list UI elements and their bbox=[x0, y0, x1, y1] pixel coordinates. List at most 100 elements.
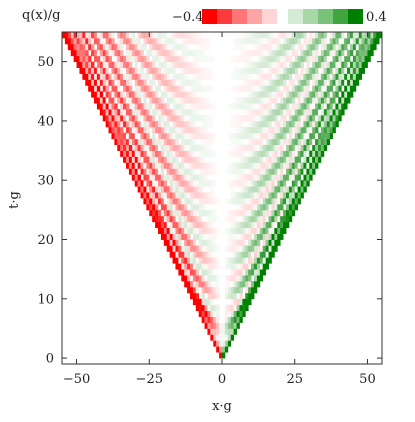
heatmap-cell bbox=[262, 233, 267, 240]
heatmap-cell bbox=[297, 126, 301, 134]
heatmap-cell bbox=[312, 156, 316, 163]
heatmap-cell bbox=[239, 304, 243, 312]
heatmap-cell bbox=[181, 91, 185, 98]
heatmap-cell bbox=[160, 162, 165, 169]
heatmap-cell bbox=[184, 186, 188, 193]
heatmap-cell bbox=[172, 186, 176, 193]
heatmap-cell bbox=[181, 126, 185, 134]
heatmap-cell bbox=[350, 85, 354, 92]
heatmap-cell bbox=[283, 109, 287, 116]
heatmap-cell bbox=[283, 144, 287, 151]
heatmap-cell bbox=[239, 192, 243, 199]
heatmap-cell bbox=[175, 186, 179, 193]
heatmap-cell bbox=[169, 180, 173, 187]
heatmap-cell bbox=[88, 37, 92, 45]
heatmap-cell bbox=[268, 233, 272, 240]
heatmap-cell bbox=[283, 115, 287, 122]
heatmap-cell bbox=[137, 180, 141, 187]
heatmap-cell bbox=[236, 103, 240, 110]
heatmap-cell bbox=[178, 144, 182, 151]
heatmap-cell bbox=[175, 120, 179, 128]
heatmap-cell bbox=[114, 97, 118, 104]
heatmap-cell bbox=[329, 32, 333, 39]
heatmap-cell bbox=[262, 115, 267, 122]
heatmap-cell bbox=[352, 37, 357, 45]
heatmap-cell bbox=[160, 73, 165, 80]
heatmap-cell bbox=[187, 109, 191, 116]
heatmap-cell bbox=[163, 79, 168, 86]
heatmap-cell bbox=[262, 32, 267, 39]
heatmap-cell bbox=[213, 340, 217, 347]
heatmap-cell bbox=[268, 156, 272, 163]
heatmap-cell bbox=[181, 275, 185, 282]
heatmap-cell bbox=[187, 263, 191, 270]
heatmap-cell bbox=[230, 304, 235, 312]
heatmap-cell bbox=[224, 227, 229, 234]
heatmap-cell bbox=[239, 180, 243, 187]
heatmap-cell bbox=[303, 67, 307, 74]
heatmap-cell bbox=[248, 32, 252, 39]
heatmap-cell bbox=[312, 168, 316, 175]
heatmap-cell bbox=[242, 180, 246, 187]
heatmap-cell bbox=[192, 180, 197, 187]
heatmap-cell bbox=[233, 73, 237, 80]
heatmap-cell bbox=[120, 73, 124, 80]
heatmap-cell bbox=[274, 132, 278, 140]
heatmap-cell bbox=[335, 97, 339, 104]
heatmap-cell bbox=[236, 192, 240, 199]
heatmap-cell bbox=[259, 109, 264, 116]
heatmap-cell bbox=[323, 67, 328, 74]
x-tick-label: 50 bbox=[359, 372, 376, 387]
heatmap-cell bbox=[134, 97, 139, 104]
heatmap-cell bbox=[297, 156, 301, 163]
heatmap-cell bbox=[242, 257, 246, 264]
heatmap-cell bbox=[172, 162, 176, 169]
heatmap-cell bbox=[379, 32, 382, 39]
heatmap-cell bbox=[262, 221, 267, 229]
heatmap-cell bbox=[309, 55, 313, 63]
heatmap-cell bbox=[195, 132, 200, 140]
heatmap-cell bbox=[166, 233, 171, 240]
heatmap-cell bbox=[283, 180, 287, 187]
heatmap-cell bbox=[230, 85, 235, 92]
heatmap-cell bbox=[233, 150, 237, 157]
heatmap-cell bbox=[248, 269, 252, 276]
heatmap-cell bbox=[82, 67, 86, 74]
heatmap-cell bbox=[335, 49, 339, 57]
heatmap-cell bbox=[256, 49, 261, 57]
heatmap-cell bbox=[227, 275, 232, 282]
heatmap-cell bbox=[152, 203, 156, 211]
heatmap-cell bbox=[195, 245, 200, 252]
heatmap-cell bbox=[280, 91, 284, 98]
heatmap-cell bbox=[245, 61, 249, 68]
heatmap-cell bbox=[230, 298, 235, 306]
heatmap-cell bbox=[190, 186, 194, 193]
heatmap-cell bbox=[242, 227, 246, 234]
heatmap-cell bbox=[335, 109, 339, 116]
heatmap-cell bbox=[152, 209, 156, 217]
heatmap-cell bbox=[236, 281, 240, 288]
heatmap-cell bbox=[262, 132, 267, 140]
heatmap-cell bbox=[265, 97, 269, 104]
heatmap-cell bbox=[254, 269, 258, 276]
heatmap-cell bbox=[181, 115, 185, 122]
heatmap-cell bbox=[338, 103, 342, 110]
heatmap-cell bbox=[315, 37, 319, 45]
heatmap-cell bbox=[140, 144, 144, 151]
heatmap-cell bbox=[236, 221, 240, 229]
heatmap-cell bbox=[245, 198, 249, 205]
heatmap-cell bbox=[195, 275, 200, 282]
heatmap-cell bbox=[70, 49, 75, 57]
heatmap-cell bbox=[131, 91, 136, 98]
heatmap-cell bbox=[181, 209, 185, 217]
heatmap-cell bbox=[254, 43, 258, 51]
heatmap-cell bbox=[155, 97, 159, 104]
heatmap-cell bbox=[283, 126, 287, 134]
heatmap-cell bbox=[140, 85, 144, 92]
heatmap-cell bbox=[152, 150, 156, 157]
heatmap-cell bbox=[367, 37, 371, 45]
heatmap-cell bbox=[254, 115, 258, 122]
heatmap-cell bbox=[126, 115, 130, 122]
heatmap-cell bbox=[120, 67, 124, 74]
heatmap-cell bbox=[297, 55, 301, 63]
